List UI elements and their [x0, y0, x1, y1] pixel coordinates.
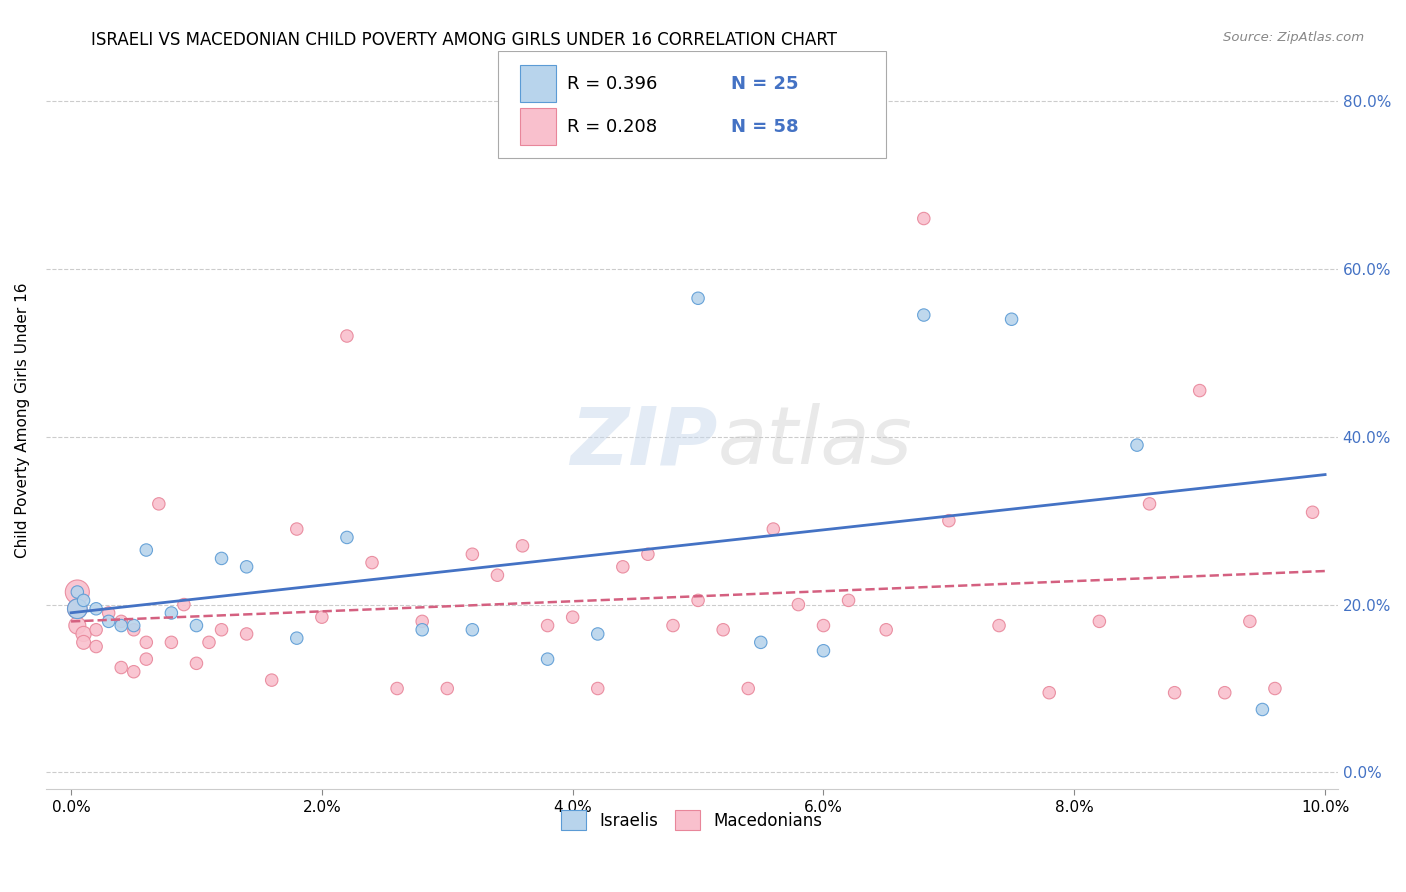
- Point: [612, 559, 634, 574]
- Text: ZIP: ZIP: [571, 403, 717, 481]
- Point: [122, 665, 145, 679]
- Point: [336, 531, 359, 545]
- Y-axis label: Child Poverty Among Girls Under 16: Child Poverty Among Girls Under 16: [15, 282, 30, 558]
- Point: [66, 601, 89, 615]
- Point: [486, 568, 509, 582]
- Point: [411, 623, 433, 637]
- Point: [361, 556, 384, 570]
- Point: [536, 618, 558, 632]
- Point: [737, 681, 759, 696]
- Point: [938, 514, 960, 528]
- Point: [385, 681, 408, 696]
- Point: [1264, 681, 1286, 696]
- Point: [235, 559, 257, 574]
- Point: [749, 635, 772, 649]
- Point: [536, 652, 558, 666]
- Point: [461, 623, 484, 637]
- Point: [97, 606, 120, 620]
- Point: [84, 640, 107, 654]
- Point: [135, 543, 157, 558]
- FancyBboxPatch shape: [498, 51, 886, 158]
- Point: [198, 635, 221, 649]
- Point: [1126, 438, 1149, 452]
- Point: [1188, 384, 1211, 398]
- Point: [912, 211, 935, 226]
- Point: [110, 660, 132, 674]
- Point: [122, 623, 145, 637]
- Point: [1163, 686, 1185, 700]
- Legend: Israelis, Macedonians: Israelis, Macedonians: [554, 804, 830, 837]
- Point: [436, 681, 458, 696]
- Point: [813, 618, 835, 632]
- Point: [1213, 686, 1236, 700]
- Text: R = 0.208: R = 0.208: [567, 118, 657, 136]
- Point: [260, 673, 283, 687]
- Point: [686, 291, 709, 305]
- Point: [97, 615, 120, 629]
- Point: [637, 547, 659, 561]
- Point: [211, 551, 233, 566]
- Point: [110, 615, 132, 629]
- Point: [148, 497, 170, 511]
- Text: ISRAELI VS MACEDONIAN CHILD POVERTY AMONG GIRLS UNDER 16 CORRELATION CHART: ISRAELI VS MACEDONIAN CHILD POVERTY AMON…: [91, 31, 838, 49]
- Point: [1139, 497, 1161, 511]
- Text: atlas: atlas: [717, 403, 912, 481]
- Point: [1239, 615, 1261, 629]
- Point: [787, 598, 810, 612]
- Point: [762, 522, 785, 536]
- Point: [336, 329, 359, 343]
- Text: N = 25: N = 25: [731, 75, 799, 93]
- Point: [285, 522, 308, 536]
- Point: [135, 635, 157, 649]
- Text: N = 58: N = 58: [731, 118, 799, 136]
- Point: [186, 657, 208, 671]
- Point: [135, 652, 157, 666]
- Point: [160, 606, 183, 620]
- Point: [211, 623, 233, 637]
- Point: [561, 610, 583, 624]
- Point: [84, 623, 107, 637]
- Text: R = 0.396: R = 0.396: [567, 75, 657, 93]
- Point: [160, 635, 183, 649]
- Point: [285, 631, 308, 645]
- Point: [66, 585, 89, 599]
- Point: [512, 539, 534, 553]
- Point: [813, 644, 835, 658]
- Point: [110, 618, 132, 632]
- Point: [1038, 686, 1060, 700]
- Point: [66, 585, 89, 599]
- Point: [875, 623, 897, 637]
- Point: [411, 615, 433, 629]
- Point: [72, 627, 94, 641]
- Point: [72, 593, 94, 607]
- Point: [122, 618, 145, 632]
- Point: [66, 618, 89, 632]
- Text: Source: ZipAtlas.com: Source: ZipAtlas.com: [1223, 31, 1364, 45]
- Point: [1000, 312, 1022, 326]
- Point: [662, 618, 685, 632]
- Point: [586, 627, 609, 641]
- Point: [838, 593, 860, 607]
- Point: [1088, 615, 1111, 629]
- Point: [66, 601, 89, 615]
- FancyBboxPatch shape: [520, 65, 557, 103]
- Point: [686, 593, 709, 607]
- Point: [311, 610, 333, 624]
- Point: [84, 601, 107, 615]
- Point: [461, 547, 484, 561]
- Point: [1302, 505, 1324, 519]
- FancyBboxPatch shape: [520, 108, 557, 145]
- Point: [912, 308, 935, 322]
- Point: [173, 598, 195, 612]
- Point: [1251, 702, 1274, 716]
- Point: [988, 618, 1011, 632]
- Point: [235, 627, 257, 641]
- Point: [72, 635, 94, 649]
- Point: [711, 623, 734, 637]
- Point: [186, 618, 208, 632]
- Point: [586, 681, 609, 696]
